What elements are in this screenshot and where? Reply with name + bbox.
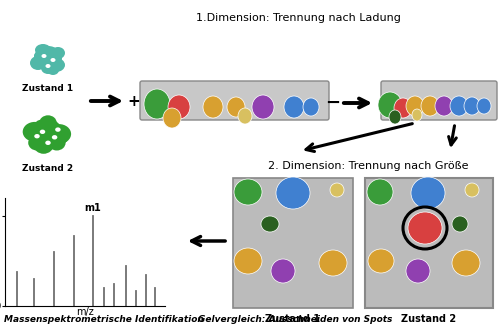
Ellipse shape xyxy=(261,216,279,232)
Ellipse shape xyxy=(477,98,491,114)
Ellipse shape xyxy=(303,98,319,116)
Ellipse shape xyxy=(144,89,170,119)
Text: +: + xyxy=(128,93,140,109)
Ellipse shape xyxy=(52,135,58,139)
Ellipse shape xyxy=(34,51,46,61)
Ellipse shape xyxy=(452,216,468,232)
Ellipse shape xyxy=(35,120,48,131)
Ellipse shape xyxy=(34,136,54,154)
Ellipse shape xyxy=(284,96,304,118)
Ellipse shape xyxy=(39,115,57,131)
FancyBboxPatch shape xyxy=(381,81,497,120)
Ellipse shape xyxy=(54,133,68,144)
Ellipse shape xyxy=(368,249,394,273)
Ellipse shape xyxy=(203,96,223,118)
Ellipse shape xyxy=(234,179,262,205)
Ellipse shape xyxy=(450,96,468,116)
Ellipse shape xyxy=(406,96,424,116)
Ellipse shape xyxy=(435,96,453,116)
Ellipse shape xyxy=(227,97,245,117)
Ellipse shape xyxy=(30,56,46,70)
Text: −: − xyxy=(326,94,340,112)
FancyBboxPatch shape xyxy=(140,81,329,120)
Ellipse shape xyxy=(367,179,393,205)
Ellipse shape xyxy=(50,58,56,62)
Ellipse shape xyxy=(276,177,310,209)
Ellipse shape xyxy=(55,127,60,132)
Ellipse shape xyxy=(168,95,190,119)
Ellipse shape xyxy=(45,140,51,145)
Text: 2. Dimension: Trennung nach Größe: 2. Dimension: Trennung nach Größe xyxy=(268,161,468,171)
Text: Massenspektrometrische Identifikation: Massenspektrometrische Identifikation xyxy=(4,315,204,324)
X-axis label: m/z: m/z xyxy=(76,307,94,317)
Ellipse shape xyxy=(32,121,64,147)
Ellipse shape xyxy=(42,54,46,58)
Text: Zustand 1: Zustand 1 xyxy=(266,314,320,324)
Ellipse shape xyxy=(47,65,59,75)
Ellipse shape xyxy=(47,124,71,144)
Ellipse shape xyxy=(408,212,442,244)
Text: Zustand 1: Zustand 1 xyxy=(22,84,74,93)
Ellipse shape xyxy=(44,121,60,134)
Ellipse shape xyxy=(412,109,422,121)
Ellipse shape xyxy=(394,98,412,118)
Ellipse shape xyxy=(34,134,40,138)
Text: m1: m1 xyxy=(84,203,101,213)
Ellipse shape xyxy=(234,248,262,274)
Ellipse shape xyxy=(421,96,439,116)
Ellipse shape xyxy=(271,259,295,283)
Bar xyxy=(365,178,493,308)
Ellipse shape xyxy=(41,62,55,74)
Ellipse shape xyxy=(389,110,401,124)
Ellipse shape xyxy=(35,44,51,56)
Ellipse shape xyxy=(319,250,347,276)
Ellipse shape xyxy=(47,58,65,72)
Ellipse shape xyxy=(163,108,181,128)
Text: Zustand 2: Zustand 2 xyxy=(22,164,74,173)
Ellipse shape xyxy=(378,92,402,118)
Ellipse shape xyxy=(465,183,479,197)
Text: 1.Dimension: Trennung nach Ladung: 1.Dimension: Trennung nach Ladung xyxy=(196,13,400,23)
Ellipse shape xyxy=(34,46,62,70)
Ellipse shape xyxy=(22,122,47,142)
Text: Gelvergleich: Ausschneiden von Spots: Gelvergleich: Ausschneiden von Spots xyxy=(198,315,392,324)
Ellipse shape xyxy=(252,95,274,119)
Ellipse shape xyxy=(51,47,65,59)
Ellipse shape xyxy=(406,259,430,283)
Ellipse shape xyxy=(238,108,252,124)
Ellipse shape xyxy=(46,64,51,68)
Ellipse shape xyxy=(40,130,45,134)
Ellipse shape xyxy=(452,250,480,276)
Bar xyxy=(233,178,353,308)
Ellipse shape xyxy=(48,135,66,151)
Ellipse shape xyxy=(330,183,344,197)
Text: Zustand 2: Zustand 2 xyxy=(402,314,456,324)
Ellipse shape xyxy=(411,177,445,209)
Ellipse shape xyxy=(28,135,46,151)
Ellipse shape xyxy=(464,97,480,115)
